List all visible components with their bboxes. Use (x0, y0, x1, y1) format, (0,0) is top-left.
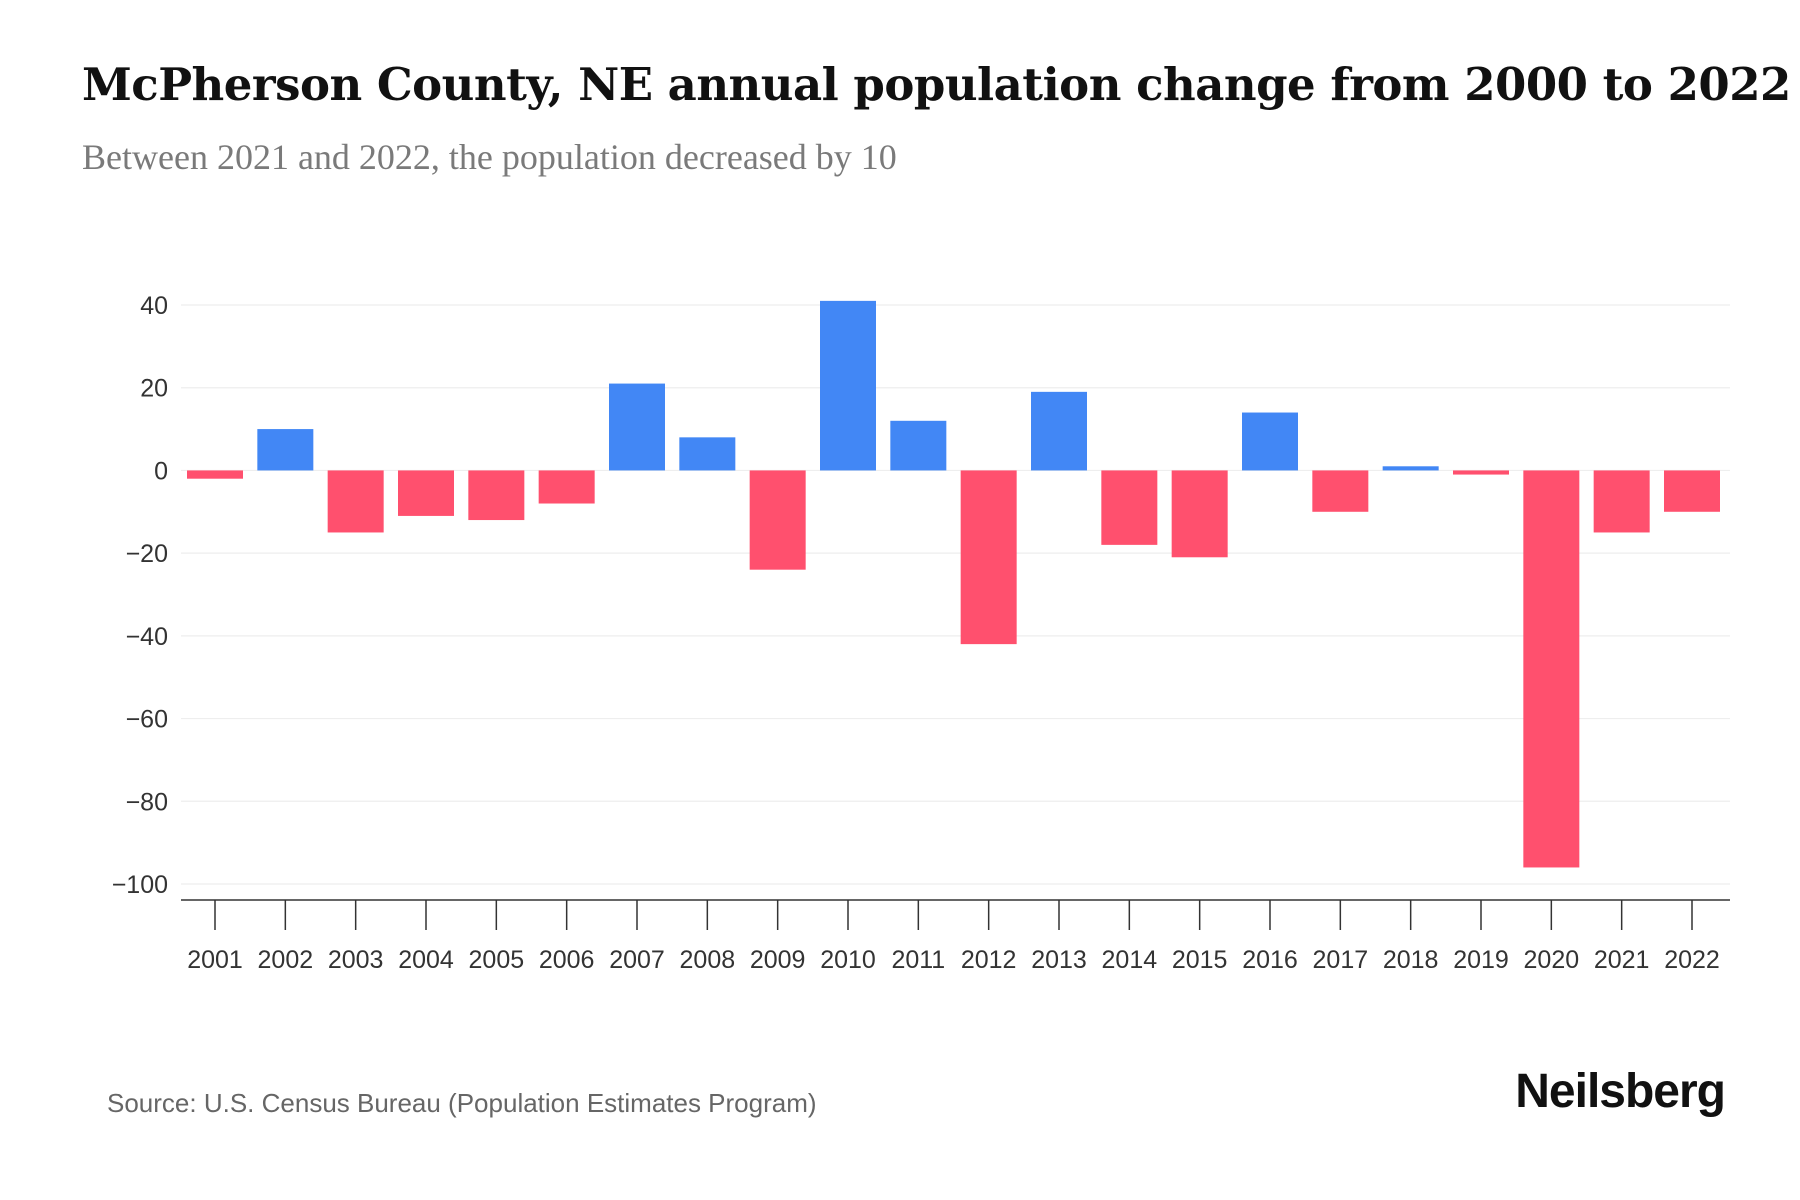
bar-2003 (327, 470, 384, 533)
bar-2019 (1453, 470, 1509, 475)
bar-2012 (960, 470, 1017, 645)
y-tick-label: −80 (126, 788, 168, 816)
x-tick-label: 2011 (891, 946, 945, 974)
x-tick-label: 2009 (750, 946, 806, 974)
bar-2020 (1523, 470, 1580, 868)
bar-2010 (820, 300, 876, 471)
bar-2004 (398, 470, 454, 516)
x-tick-label: 2014 (1102, 946, 1158, 974)
x-tick-label: 2005 (469, 946, 525, 974)
brand-logo: Neilsberg (1515, 1065, 1726, 1118)
x-tick-label: 2022 (1664, 946, 1720, 974)
bar-2007 (609, 383, 665, 471)
chart-title: McPherson County, NE annual population c… (82, 58, 1791, 111)
bar-2005 (468, 470, 525, 521)
source-note: Source: U.S. Census Bureau (Population E… (107, 1088, 817, 1118)
x-tick-label: 2021 (1594, 946, 1650, 974)
y-tick-label: −100 (112, 871, 168, 899)
x-tick-label: 2002 (258, 946, 314, 974)
x-tick-label: 2018 (1383, 946, 1439, 974)
x-tick-label: 2015 (1172, 946, 1228, 974)
x-tick-label: 2013 (1031, 946, 1087, 974)
bar-2017 (1312, 470, 1369, 512)
bar-2015 (1171, 470, 1228, 558)
bar-2002 (257, 429, 314, 471)
y-tick-label: 20 (140, 375, 168, 403)
bar-2014 (1101, 470, 1158, 545)
bar-2016 (1242, 412, 1298, 471)
bar-2018 (1382, 466, 1439, 471)
y-tick-label: 0 (154, 457, 168, 485)
y-axis-ticks: 40 20 0 −20 −40 −60 −80 −100 (112, 292, 168, 899)
x-tick-label: 2016 (1242, 946, 1298, 974)
x-tick-label: 2010 (820, 946, 876, 974)
bar-2013 (1031, 391, 1087, 471)
x-tick-label: 2012 (961, 946, 1017, 974)
y-tick-label: 40 (140, 292, 168, 320)
x-tick-label: 2004 (398, 946, 454, 974)
bar-2021 (1593, 470, 1650, 533)
bars (187, 300, 1720, 868)
y-tick-label: −40 (126, 623, 168, 651)
x-tick-label: 2001 (187, 946, 243, 974)
bar-2011 (890, 420, 947, 471)
bar-2022 (1664, 470, 1720, 512)
bar-2001 (187, 470, 243, 479)
x-tick-label: 2006 (539, 946, 595, 974)
bar-2006 (538, 470, 595, 504)
bar-2008 (679, 437, 736, 471)
x-tick-label: 2003 (328, 946, 384, 974)
gridlines (181, 304, 1730, 885)
x-tick-label: 2008 (680, 946, 736, 974)
chart-subtitle: Between 2021 and 2022, the population de… (82, 137, 897, 177)
bar-2009 (749, 470, 806, 570)
x-tick-label: 2007 (609, 946, 665, 974)
x-tick-label: 2019 (1453, 946, 1509, 974)
x-tick-label: 2020 (1524, 946, 1580, 974)
y-tick-label: −60 (126, 706, 168, 734)
x-axis: 2001 2002 2003 2004 2005 2006 2007 2008 2009 2010… (181, 899, 1730, 974)
x-tick-label: 2017 (1313, 946, 1369, 974)
y-tick-label: −20 (126, 540, 168, 568)
